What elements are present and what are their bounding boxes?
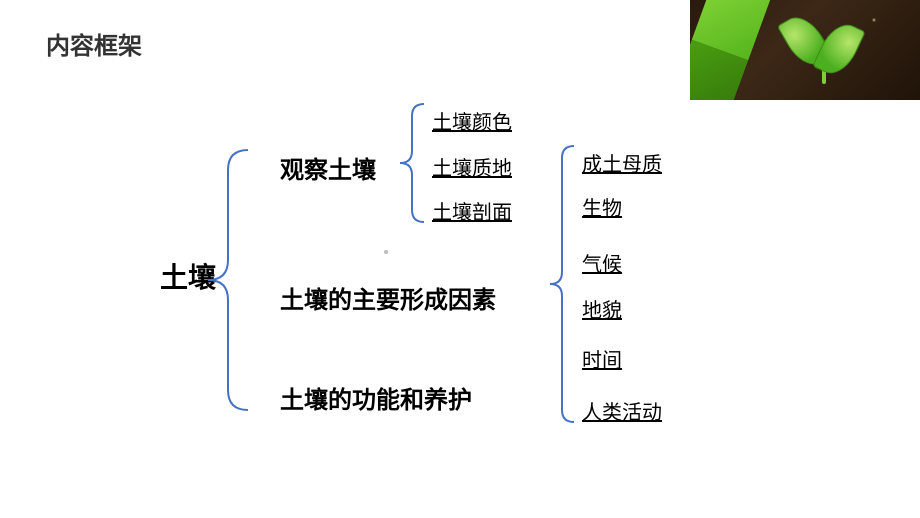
leaf-relief: 地貌: [582, 294, 622, 323]
leaf-human-activity: 人类活动: [582, 396, 662, 425]
node-observe-soil: 观察土壤: [280, 150, 376, 185]
concept-diagram: 土壤 观察土壤 土壤的主要形成因素 土壤的功能和养护 土壤颜色 土壤质地 土壤剖…: [100, 90, 880, 498]
root-node-soil: 土壤: [160, 262, 190, 294]
root-bracket: [208, 150, 248, 410]
leaf-time: 时间: [582, 344, 622, 373]
leaf-soil-color: 土壤颜色: [432, 106, 512, 135]
leaf-soil-texture: 土壤质地: [432, 152, 512, 181]
pager-dot-icon: [384, 250, 388, 254]
leaf-climate: 气候: [582, 248, 622, 277]
node-function-maintenance: 土壤的功能和养护: [280, 380, 472, 415]
corner-decoration: [690, 0, 920, 100]
leaf-parent-material: 成土母质: [582, 148, 662, 177]
page-title: 内容框架: [46, 26, 142, 61]
node-formation-factors: 土壤的主要形成因素: [280, 280, 496, 315]
formation-bracket: [550, 146, 574, 422]
slide-root: 内容框架 土壤 观察土壤 土壤的主要形成因素 土壤的功能和养护 土壤颜色 土壤质…: [0, 0, 920, 518]
leaf-soil-profile: 土壤剖面: [432, 196, 512, 225]
leaf-biology: 生物: [582, 192, 622, 221]
observe-bracket: [400, 104, 424, 222]
